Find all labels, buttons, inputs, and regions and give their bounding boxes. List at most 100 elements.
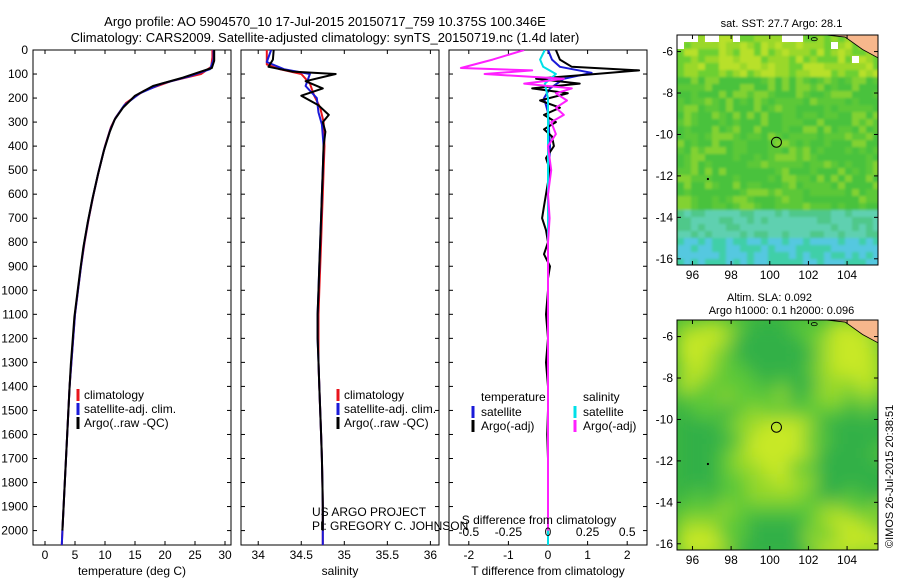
map-cell xyxy=(824,133,832,141)
map-cell xyxy=(845,189,853,197)
map-cell xyxy=(775,488,790,503)
map-cell xyxy=(754,203,762,211)
map-cell xyxy=(705,119,713,127)
map-cell xyxy=(796,238,804,246)
map-cell xyxy=(719,404,734,419)
map-cell xyxy=(698,91,706,99)
map-cell xyxy=(810,91,818,99)
map-cell xyxy=(726,35,734,43)
map-cell xyxy=(712,126,720,134)
map-cell xyxy=(852,91,860,99)
series-group xyxy=(265,50,337,545)
map-cell xyxy=(803,154,811,162)
map-cell xyxy=(817,126,825,134)
map-cell xyxy=(873,446,878,461)
map-cell xyxy=(684,210,692,218)
map-missing-cell xyxy=(677,42,684,49)
map-cell xyxy=(691,203,699,211)
map-cell xyxy=(852,77,860,85)
map-cell xyxy=(873,238,878,246)
map-cell xyxy=(733,252,741,260)
map-cell xyxy=(866,126,874,134)
map-cell xyxy=(684,203,692,211)
map-cell xyxy=(684,112,692,120)
map-cell xyxy=(698,147,706,155)
map-cell xyxy=(691,49,699,57)
sst-map-panel: 96 98 100 102 104 -6 -8 -10 -12 -14 -16 sat. SST: 2… xyxy=(656,18,879,282)
map-cell xyxy=(852,154,860,162)
map-cell xyxy=(866,105,874,113)
map-cell xyxy=(859,238,867,246)
map-cell xyxy=(761,502,776,517)
map-cell xyxy=(740,231,748,239)
map-cell xyxy=(719,84,727,92)
map-cell xyxy=(789,245,797,253)
map-cell xyxy=(726,224,734,232)
map-cell xyxy=(845,112,853,120)
map-cell xyxy=(852,84,860,92)
map-cell xyxy=(719,217,727,225)
map-cell xyxy=(712,238,720,246)
map-cell xyxy=(726,168,734,176)
map-cell xyxy=(719,446,734,461)
map-cell xyxy=(775,334,790,349)
map-cell xyxy=(733,224,741,232)
map-cell xyxy=(845,105,853,113)
map-cell xyxy=(733,210,741,218)
map-cell xyxy=(719,252,727,260)
map-cell xyxy=(845,49,853,57)
map-cell xyxy=(789,502,804,517)
map-cell xyxy=(782,147,790,155)
map-cell xyxy=(859,502,874,517)
map-cell xyxy=(803,133,811,141)
map-cell xyxy=(684,231,692,239)
map-cell xyxy=(803,175,811,183)
map-cell xyxy=(831,474,846,489)
map-cell xyxy=(705,502,720,517)
map-cell xyxy=(845,238,853,246)
map-cell xyxy=(831,404,846,419)
map-cell xyxy=(789,516,804,531)
map-cell xyxy=(789,49,797,57)
map-cell xyxy=(810,56,818,64)
map-cell xyxy=(733,203,741,211)
map-cell xyxy=(677,203,685,211)
map-y-tick-label: -14 xyxy=(656,495,674,509)
map-cell xyxy=(838,175,846,183)
temperature-panel: 0100200300400500600700800900100011001200… xyxy=(1,43,232,578)
map-cell xyxy=(873,56,878,64)
map-cell xyxy=(817,530,832,545)
island-outline xyxy=(810,322,818,327)
map-cell xyxy=(740,154,748,162)
map-cell xyxy=(789,334,804,349)
map-cell xyxy=(873,112,878,120)
map-cell xyxy=(691,238,699,246)
map-cell xyxy=(677,182,685,190)
map-cell xyxy=(796,77,804,85)
map-cells xyxy=(677,320,878,550)
map-cell xyxy=(726,175,734,183)
map-cell xyxy=(684,70,692,78)
map-cell xyxy=(803,502,818,517)
plot-frame xyxy=(32,49,232,546)
map-cell xyxy=(789,238,797,246)
map-cell xyxy=(831,133,839,141)
map-cell xyxy=(866,112,874,120)
map-cell xyxy=(705,404,720,419)
map-cell xyxy=(677,362,692,377)
map-cell xyxy=(733,245,741,253)
map-cell xyxy=(726,154,734,162)
map-cell xyxy=(747,238,755,246)
map-cell xyxy=(852,42,860,50)
map-cell xyxy=(733,154,741,162)
map-cell xyxy=(740,126,748,134)
map-cell xyxy=(796,224,804,232)
map-cell xyxy=(691,418,706,433)
map-cell xyxy=(761,91,769,99)
map-cell xyxy=(733,161,741,169)
map-cell xyxy=(817,182,825,190)
map-cell xyxy=(845,98,853,106)
map-cell xyxy=(817,70,825,78)
map-cell xyxy=(691,147,699,155)
y-tick-label: 1400 xyxy=(1,379,28,393)
